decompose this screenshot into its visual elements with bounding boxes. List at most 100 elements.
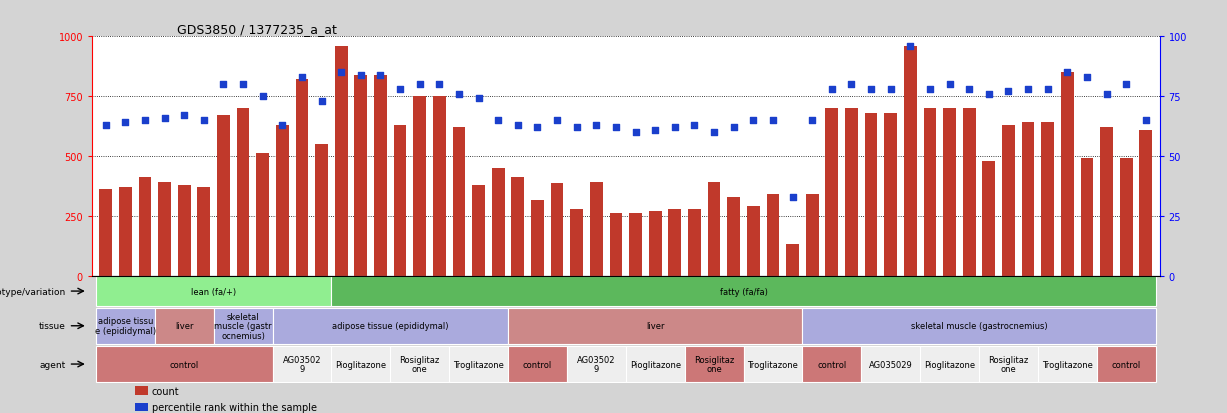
Point [567,125,587,131]
Point [763,117,783,124]
Bar [449,346,508,382]
Point [1077,74,1097,81]
Text: adipose tissue (epididymal): adipose tissue (epididymal) [333,321,449,330]
Point [135,117,155,124]
Point [469,96,488,102]
Text: Troglitazone: Troglitazone [453,360,504,369]
Bar [802,346,861,382]
Point [429,82,449,88]
Point [292,74,312,81]
Bar [508,308,802,344]
Text: control: control [1112,360,1141,369]
Point [174,113,194,119]
Text: Pioglitazone: Pioglitazone [335,360,387,369]
Bar [331,346,390,382]
Bar [272,308,508,344]
Bar [944,109,956,276]
Bar [512,178,524,276]
Text: skeletal muscle (gastrocnemius): skeletal muscle (gastrocnemius) [910,321,1048,330]
Point [783,194,802,200]
Text: tissue: tissue [38,321,65,330]
Point [645,127,665,133]
Bar [904,47,917,276]
Text: control: control [169,360,199,369]
Point [822,86,842,93]
Bar [135,403,147,411]
Bar [1081,159,1093,276]
Point [704,129,724,136]
Bar [1002,126,1015,276]
Bar [99,190,112,276]
Point [861,86,881,93]
Bar [256,154,269,276]
Bar [626,346,685,382]
Point [331,70,351,76]
Point [1117,82,1136,88]
Bar [1120,159,1133,276]
Bar [96,277,331,306]
Point [351,72,371,78]
Point [724,125,744,131]
Bar [649,211,661,276]
Point [1136,117,1156,124]
Bar [178,185,190,276]
Text: Pioglitazone: Pioglitazone [629,360,681,369]
Bar [1038,346,1097,382]
Bar [135,387,147,395]
Bar [1097,346,1156,382]
Bar [708,183,720,276]
Bar [1022,123,1034,276]
Text: Pioglitazone: Pioglitazone [924,360,975,369]
Bar [1101,128,1113,276]
Point [312,98,331,105]
Point [744,117,763,124]
Text: control: control [523,360,552,369]
Point [626,129,645,136]
Bar [920,346,979,382]
Bar [1061,73,1074,276]
Point [449,91,469,98]
Point [802,117,822,124]
Bar [983,161,995,276]
Text: percentile rank within the sample: percentile rank within the sample [152,402,317,412]
Point [96,122,115,129]
Point [999,89,1018,95]
Bar [629,214,642,276]
Point [606,125,626,131]
Bar [551,184,563,276]
Bar [685,346,744,382]
Bar [96,308,155,344]
Bar [963,109,975,276]
Text: agent: agent [39,360,65,369]
Text: genotype/variation: genotype/variation [0,287,65,296]
Bar [139,178,151,276]
Bar [390,346,449,382]
Point [233,82,253,88]
Bar [571,209,583,276]
Point [115,120,135,126]
Bar [845,109,858,276]
Point [508,122,528,129]
Bar [355,75,367,276]
Point [920,86,940,93]
Text: Troglitazone: Troglitazone [747,360,799,369]
Point [665,125,685,131]
Bar [433,97,445,276]
Bar [296,80,308,276]
Text: AG035029: AG035029 [869,360,913,369]
Bar [394,126,406,276]
Bar [610,214,622,276]
Bar [885,114,897,276]
Point [488,117,508,124]
Bar [119,188,131,276]
Bar [669,209,681,276]
Point [1097,91,1117,98]
Bar [767,195,779,276]
Point [881,86,901,93]
Bar [826,109,838,276]
Bar [272,346,331,382]
Text: control: control [817,360,847,369]
Point [194,117,213,124]
Bar [96,346,272,382]
Text: AG03502
9: AG03502 9 [282,355,321,373]
